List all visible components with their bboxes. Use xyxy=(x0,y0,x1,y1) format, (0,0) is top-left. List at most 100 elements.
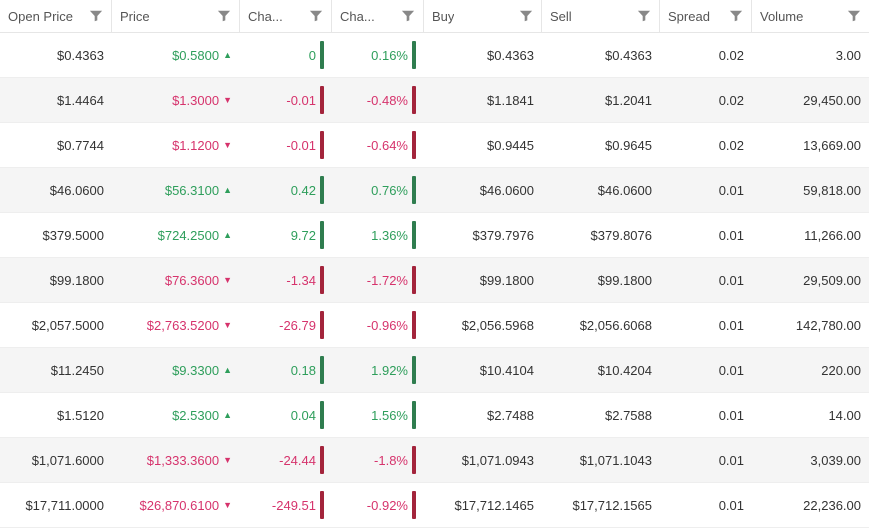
table-row[interactable]: $99.1800$76.3600▼-1.34-1.72%$99.1800$99.… xyxy=(0,258,869,303)
sell-value: $17,712.1565 xyxy=(572,498,652,513)
table-row[interactable]: $17,711.0000$26,870.6100▼-249.51-0.92%$1… xyxy=(0,483,869,528)
spread-value: 0.01 xyxy=(719,228,744,243)
filter-icon[interactable] xyxy=(519,9,533,23)
col-header-change[interactable]: Cha... xyxy=(240,0,332,32)
filter-icon[interactable] xyxy=(217,9,231,23)
cell-sell: $0.9645 xyxy=(542,123,660,167)
cell-volume: 220.00 xyxy=(752,348,869,392)
change-bar-icon xyxy=(412,311,416,339)
change-bar-icon xyxy=(320,41,324,69)
cell-open-price: $17,711.0000 xyxy=(0,483,112,527)
sell-value: $10.4204 xyxy=(598,363,652,378)
table-row[interactable]: $1,071.6000$1,333.3600▼-24.44-1.8%$1,071… xyxy=(0,438,869,483)
cell-price: $56.3100▲ xyxy=(112,168,240,212)
cell-price: $1.3000 ▼ xyxy=(112,78,240,122)
change-bar-icon xyxy=(320,266,324,294)
cell-spread: 0.01 xyxy=(660,213,752,257)
buy-value: $46.0600 xyxy=(480,183,534,198)
filter-icon[interactable] xyxy=(637,9,651,23)
sell-value: $2,056.6068 xyxy=(580,318,652,333)
triangle-down-icon: ▼ xyxy=(223,96,232,105)
triangle-down-icon: ▼ xyxy=(223,321,232,330)
table-row[interactable]: $0.7744$1.1200▼-0.01-0.64%$0.9445$0.9645… xyxy=(0,123,869,168)
change-pct-value: -0.96% xyxy=(367,318,408,333)
cell-price: $1.1200▼ xyxy=(112,123,240,167)
cell-change-pct: 0.16% xyxy=(332,33,424,77)
sell-value: $1.2041 xyxy=(605,93,652,108)
cell-change: -0.01 xyxy=(240,123,332,167)
change-pct-value: -0.48% xyxy=(367,93,408,108)
col-header-volume[interactable]: Volume xyxy=(752,0,869,32)
price-value: $2.5300 xyxy=(172,408,219,423)
spread-value: 0.02 xyxy=(719,93,744,108)
change-bar-icon xyxy=(412,131,416,159)
change-value: -0.01 xyxy=(286,138,316,153)
cell-price: $9.3300▲ xyxy=(112,348,240,392)
col-header-buy[interactable]: Buy xyxy=(424,0,542,32)
cell-volume: 142,780.00 xyxy=(752,303,869,347)
triangle-up-icon: ▲ xyxy=(223,411,232,420)
cell-change-pct: 1.92% xyxy=(332,348,424,392)
filter-icon[interactable] xyxy=(401,9,415,23)
buy-value: $10.4104 xyxy=(480,363,534,378)
col-header-change-pct[interactable]: Cha... xyxy=(332,0,424,32)
cell-buy: $1,071.0943 xyxy=(424,438,542,482)
change-pct-value: 0.16% xyxy=(371,48,408,63)
col-header-spread[interactable]: Spread xyxy=(660,0,752,32)
table-row[interactable]: $11.2450 $9.3300▲0.181.92% $10.4104 $10.420… xyxy=(0,348,869,393)
filter-icon[interactable] xyxy=(847,9,861,23)
buy-value: $1.1841 xyxy=(487,93,534,108)
change-bar-icon xyxy=(412,446,416,474)
table-row[interactable]: $2,057.5000$2,763.5200▼-26.79-0.96%$2,05… xyxy=(0,303,869,348)
cell-volume: 11,266.00 xyxy=(752,213,869,257)
cell-open-price: $0.7744 xyxy=(0,123,112,167)
table-row[interactable]: $46.0600$56.3100▲0.420.76%$46.0600$46.06… xyxy=(0,168,869,213)
open-price-value: $11.2450 xyxy=(51,363,104,378)
price-value: $1.3000 xyxy=(172,93,219,108)
volume-value: 11,266.00 xyxy=(804,228,861,243)
col-header-sell[interactable]: Sell xyxy=(542,0,660,32)
table-row[interactable]: $1.5120$2.5300▲0.041.56%$2.7488$2.75880.… xyxy=(0,393,869,438)
cell-change-pct: 0.76% xyxy=(332,168,424,212)
open-price-value: $1,071.6000 xyxy=(32,453,104,468)
volume-value: 3,039.00 xyxy=(810,453,861,468)
cell-open-price: $99.1800 xyxy=(0,258,112,302)
cell-open-price: $379.5000 xyxy=(0,213,112,257)
cell-sell: $2.7588 xyxy=(542,393,660,437)
price-value: $1.1200 xyxy=(172,138,219,153)
open-price-value: $2,057.5000 xyxy=(32,318,104,333)
table-body: $0.4363$0.5800▲00.16%$0.4363$0.43630.023… xyxy=(0,33,869,528)
open-price-value: $17,711.0000 xyxy=(25,498,104,513)
cell-change: 0.18 xyxy=(240,348,332,392)
price-value: $2,763.5200 xyxy=(147,318,219,333)
col-label: Sell xyxy=(550,9,572,24)
col-header-price[interactable]: Price xyxy=(112,0,240,32)
filter-icon[interactable] xyxy=(729,9,743,23)
buy-value: $1,071.0943 xyxy=(462,453,534,468)
table-row[interactable]: $1.4464 $1.3000 ▼ -0.01 -0.48% $1.1841 $1.2041… xyxy=(0,78,869,123)
filter-icon[interactable] xyxy=(89,9,103,23)
filter-icon[interactable] xyxy=(309,9,323,23)
change-bar-icon xyxy=(320,311,324,339)
change-value: -0.01 xyxy=(286,93,316,108)
open-price-value: $0.4363 xyxy=(57,48,104,63)
table-row[interactable]: $379.5000$724.2500▲9.721.36%$379.7976$37… xyxy=(0,213,869,258)
buy-value: $17,712.1465 xyxy=(454,498,534,513)
volume-value: 14.00 xyxy=(828,408,861,423)
col-label: Spread xyxy=(668,9,710,24)
cell-price: $76.3600▼ xyxy=(112,258,240,302)
col-header-open-price[interactable]: Open Price xyxy=(0,0,112,32)
cell-open-price: $1.4464 xyxy=(0,78,112,122)
cell-buy: $2.7488 xyxy=(424,393,542,437)
change-bar-icon xyxy=(320,221,324,249)
cell-change-pct: -0.96% xyxy=(332,303,424,347)
table-row[interactable]: $0.4363$0.5800▲00.16%$0.4363$0.43630.023… xyxy=(0,33,869,78)
col-label: Cha... xyxy=(248,9,283,24)
change-bar-icon xyxy=(412,401,416,429)
triangle-down-icon: ▼ xyxy=(223,501,232,510)
cell-sell: $46.0600 xyxy=(542,168,660,212)
change-bar-icon xyxy=(412,41,416,69)
change-pct-value: -0.64% xyxy=(367,138,408,153)
change-bar-icon xyxy=(320,491,324,519)
price-value: $0.5800 xyxy=(172,48,219,63)
